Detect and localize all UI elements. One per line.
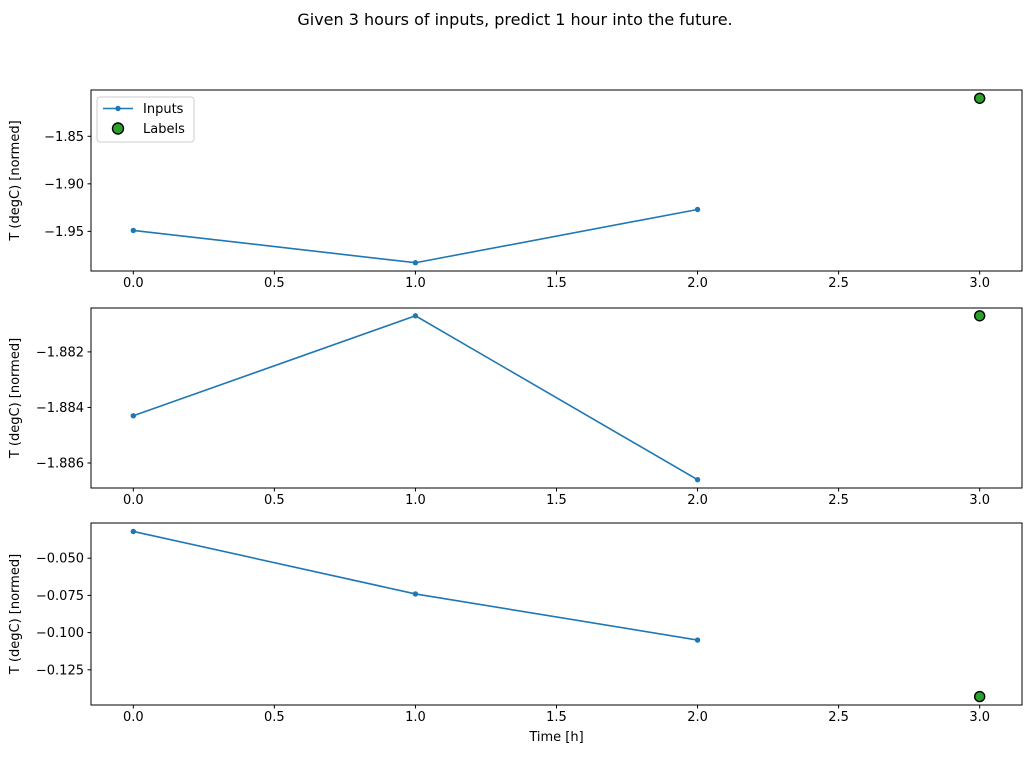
inputs-marker [412, 260, 419, 266]
inputs-marker [130, 227, 137, 234]
x-tick-label: 3.0 [969, 493, 990, 508]
y-tick-label: −1.95 [44, 225, 84, 240]
subplot-1: 0.0 0.5 1.0 1.5 2.0 2.5 3.0 −1.85 −1.90 −1.95 T (d… [8, 89, 1023, 291]
x-tick-label: 1.5 [546, 276, 567, 291]
subplot-3: 0.0 0.5 1.0 1.5 2.0 2.5 3.0 −0.050 −0.075 −0.100 −… [8, 522, 1023, 745]
y-axis-label: T (degC) [normed] [8, 554, 23, 675]
y-tick-label: −1.884 [36, 401, 84, 416]
x-tick-label: 2.5 [828, 276, 849, 291]
y-tick-label: −1.886 [36, 457, 84, 472]
y-axis-label: T (degC) [normed] [8, 338, 23, 459]
inputs-marker [694, 476, 701, 483]
legend: Inputs Labels [96, 96, 195, 143]
figure-title: Given 3 hours of inputs, predict 1 hour … [297, 10, 733, 29]
inputs-line [133, 314, 698, 481]
y-tick-label: −0.100 [36, 626, 84, 641]
x-tick-label: 3.0 [969, 710, 990, 725]
inputs-marker [130, 413, 137, 419]
x-tick-label: 1.5 [546, 493, 567, 508]
inputs-marker [694, 637, 701, 643]
legend-label-inputs: Inputs [143, 102, 184, 117]
axes-spine [90, 522, 1023, 706]
x-tick-label: 3.0 [969, 276, 990, 291]
labels-point [973, 92, 986, 104]
labels-point [973, 310, 986, 322]
y-tick-label: −1.882 [36, 345, 84, 360]
x-tick-label: 1.5 [546, 710, 567, 725]
legend-inputs-marker [115, 105, 121, 112]
inputs-line [133, 530, 698, 641]
x-tick-label: 0.5 [264, 493, 285, 508]
inputs-marker [694, 206, 701, 213]
x-tick-label: 2.0 [687, 276, 708, 291]
x-tick-label: 1.0 [405, 493, 426, 508]
x-tick-label: 2.0 [687, 493, 708, 508]
x-tick-label: 0.5 [264, 276, 285, 291]
labels-point [973, 690, 986, 703]
y-tick-label: −0.075 [36, 589, 84, 604]
y-tick-label: −1.85 [44, 130, 84, 145]
x-tick-label: 2.5 [828, 493, 849, 508]
subplot-2: 0.0 0.5 1.0 1.5 2.0 2.5 3.0 −1.882 −1.884 −1.886 T… [8, 307, 1023, 508]
y-tick-label: −1.90 [44, 177, 84, 192]
inputs-marker [412, 313, 419, 319]
legend-labels-sample [111, 122, 125, 135]
x-tick-label: 0.0 [123, 710, 144, 725]
x-tick-label: 1.0 [405, 710, 426, 725]
x-tick-label: 1.0 [405, 276, 426, 291]
x-tick-label: 2.0 [687, 710, 708, 725]
y-tick-label: −0.125 [36, 663, 84, 678]
x-tick-label: 2.5 [828, 710, 849, 725]
legend-label-labels: Labels [143, 122, 185, 137]
x-tick-label: 0.0 [123, 493, 144, 508]
x-tick-label: 0.0 [123, 276, 144, 291]
axes-spine [90, 89, 1023, 272]
inputs-line [133, 208, 698, 264]
inputs-marker [130, 528, 137, 535]
y-axis-label: T (degC) [normed] [8, 120, 23, 241]
x-tick-label: 0.5 [264, 710, 285, 725]
y-tick-label: −0.050 [36, 552, 84, 567]
x-axis-label: Time [h] [528, 730, 583, 745]
inputs-marker [412, 591, 419, 597]
